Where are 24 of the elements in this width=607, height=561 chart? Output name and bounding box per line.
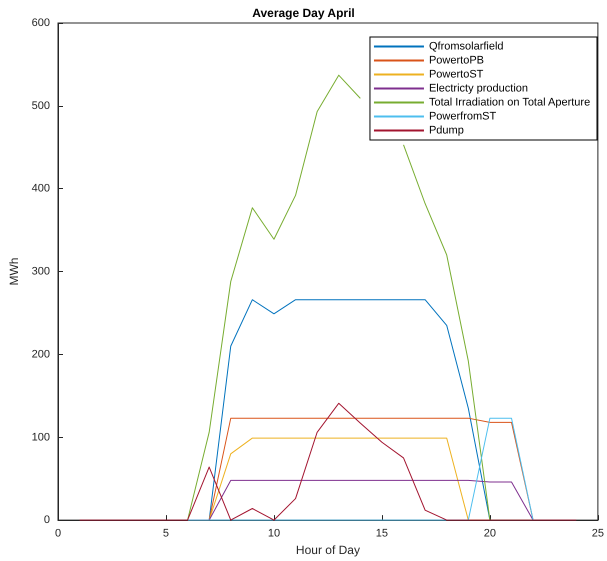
legend-label: Total Irradiation on Total Aperture <box>428 96 590 108</box>
legend-label: PowertoPB <box>428 54 484 66</box>
y-tick-label: 400 <box>32 182 50 195</box>
legend-label: Pdump <box>428 124 464 136</box>
x-tick-label: 15 <box>376 528 388 540</box>
y-tick-label: 100 <box>32 431 50 444</box>
y-tick-label: 600 <box>32 17 50 29</box>
legend-label: PowerfromST <box>428 110 496 122</box>
x-tick-label: 10 <box>268 528 280 540</box>
y-tick-label: 300 <box>32 266 50 278</box>
chart-title: Average Day April <box>252 6 355 20</box>
line-series <box>79 402 577 521</box>
y-axis-title: MWh <box>7 258 21 286</box>
legend-label: Qfromsolarfield <box>428 40 504 52</box>
x-tick-label: 25 <box>592 528 604 540</box>
x-axis-title: Hour of Day <box>296 543 360 557</box>
legend-label: Electricty production <box>428 82 528 94</box>
x-tick-label: 5 <box>162 528 170 540</box>
legend-label: PowertoST <box>428 68 484 80</box>
x-tick-label: 0 <box>54 528 62 540</box>
x-tick-label: 20 <box>484 528 496 540</box>
y-tick-label: 200 <box>32 348 50 360</box>
y-tick-label: 0 <box>44 514 50 526</box>
y-tick-label: 500 <box>32 100 50 112</box>
